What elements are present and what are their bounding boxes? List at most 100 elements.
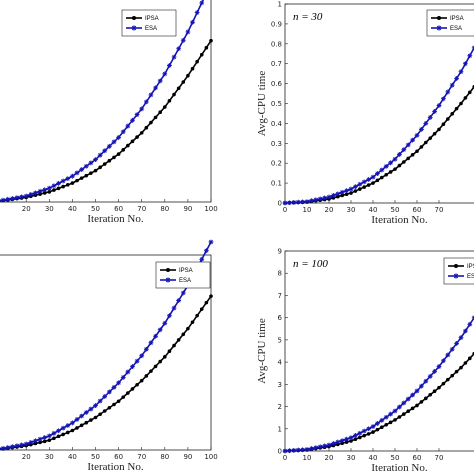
series-ipsa (0, 294, 213, 451)
data-point (107, 405, 112, 410)
data-point (130, 387, 135, 391)
data-point (450, 112, 455, 116)
legend-label: ESA (467, 274, 474, 280)
data-point (446, 117, 450, 121)
y-tick-label: 0.1 (271, 180, 282, 188)
data-point (56, 428, 61, 434)
data-point (97, 398, 103, 404)
data-point (23, 193, 29, 199)
panel-3: 20 30 40 50 60 70 80 90 100 Iteration No. IPSA ESA (0, 239, 218, 473)
data-point (423, 378, 429, 384)
data-point (38, 192, 42, 196)
data-point (366, 183, 371, 187)
data-point (14, 195, 20, 201)
data-point (143, 99, 149, 105)
data-point (414, 132, 420, 138)
x-tick-label: 20 (325, 206, 334, 214)
data-point (181, 332, 186, 337)
data-point (397, 415, 402, 419)
data-point (441, 381, 446, 386)
data-point (139, 353, 145, 359)
series-ipsa (0, 38, 213, 203)
data-point (153, 115, 158, 120)
x-tick-label: 70 (435, 454, 444, 462)
data-point (441, 358, 446, 364)
data-point (199, 0, 205, 6)
data-point (419, 126, 424, 132)
data-point (102, 409, 107, 413)
data-point (153, 333, 158, 339)
x-tick-label: 10 (303, 206, 312, 214)
data-point (397, 163, 402, 168)
data-point (190, 320, 195, 324)
data-point (70, 428, 75, 433)
data-point (111, 139, 117, 145)
data-point (282, 448, 288, 454)
data-point (393, 167, 397, 171)
x-tick-label: 50 (391, 454, 400, 462)
data-point (56, 180, 61, 186)
data-point (340, 193, 345, 198)
data-point (5, 196, 11, 202)
data-point (181, 80, 186, 84)
y-tick-label: 0.2 (271, 160, 282, 168)
data-point (126, 143, 130, 148)
data-point (383, 163, 389, 169)
data-point (47, 438, 52, 443)
data-point (463, 96, 468, 100)
data-point (148, 92, 154, 98)
y-tick-label: 2 (278, 403, 282, 411)
data-point (176, 338, 181, 342)
y-tick-label: 4 (278, 359, 283, 367)
y-tick-label: 5 (278, 336, 282, 344)
data-point (322, 443, 327, 449)
data-point (130, 364, 135, 369)
data-point (362, 185, 367, 189)
data-point (153, 85, 158, 91)
data-point (291, 447, 297, 453)
data-point (209, 38, 213, 43)
data-point (304, 447, 310, 452)
data-point (414, 388, 420, 394)
data-point (65, 183, 70, 187)
x-tick-label: 60 (114, 453, 123, 461)
data-point (125, 369, 131, 375)
data-point (79, 423, 84, 428)
x-tick-label: 0 (283, 206, 287, 214)
data-point (65, 423, 71, 428)
x-tick-label: 60 (114, 205, 123, 213)
data-point (406, 409, 411, 414)
data-point (371, 181, 375, 185)
data-point (195, 59, 199, 64)
data-point (353, 433, 358, 438)
data-point (186, 326, 190, 331)
data-point (410, 137, 415, 143)
x-tick-label: 90 (183, 205, 192, 213)
data-point (459, 101, 463, 106)
data-point (163, 105, 167, 109)
data-point (0, 445, 6, 451)
y-tick-label: 7 (278, 292, 282, 300)
data-point (93, 157, 98, 162)
data-point (450, 373, 455, 378)
data-point (331, 441, 336, 446)
data-point (458, 69, 464, 75)
data-point (380, 425, 384, 430)
series-line (0, 0, 205, 202)
data-point (157, 78, 163, 84)
series-line (284, 352, 474, 452)
x-tick-label: 60 (413, 454, 422, 462)
data-point (437, 127, 441, 132)
y-tick-label: 0.8 (271, 40, 282, 48)
data-point (171, 54, 177, 60)
data-point (384, 172, 389, 177)
data-point (33, 190, 38, 196)
data-point (9, 444, 15, 450)
data-point (295, 447, 301, 453)
data-point (33, 438, 38, 444)
legend-label: IPSA (450, 16, 464, 22)
data-point (454, 76, 459, 81)
data-point (437, 385, 441, 390)
data-point (134, 358, 140, 364)
x-tick-label: 30 (45, 453, 54, 461)
